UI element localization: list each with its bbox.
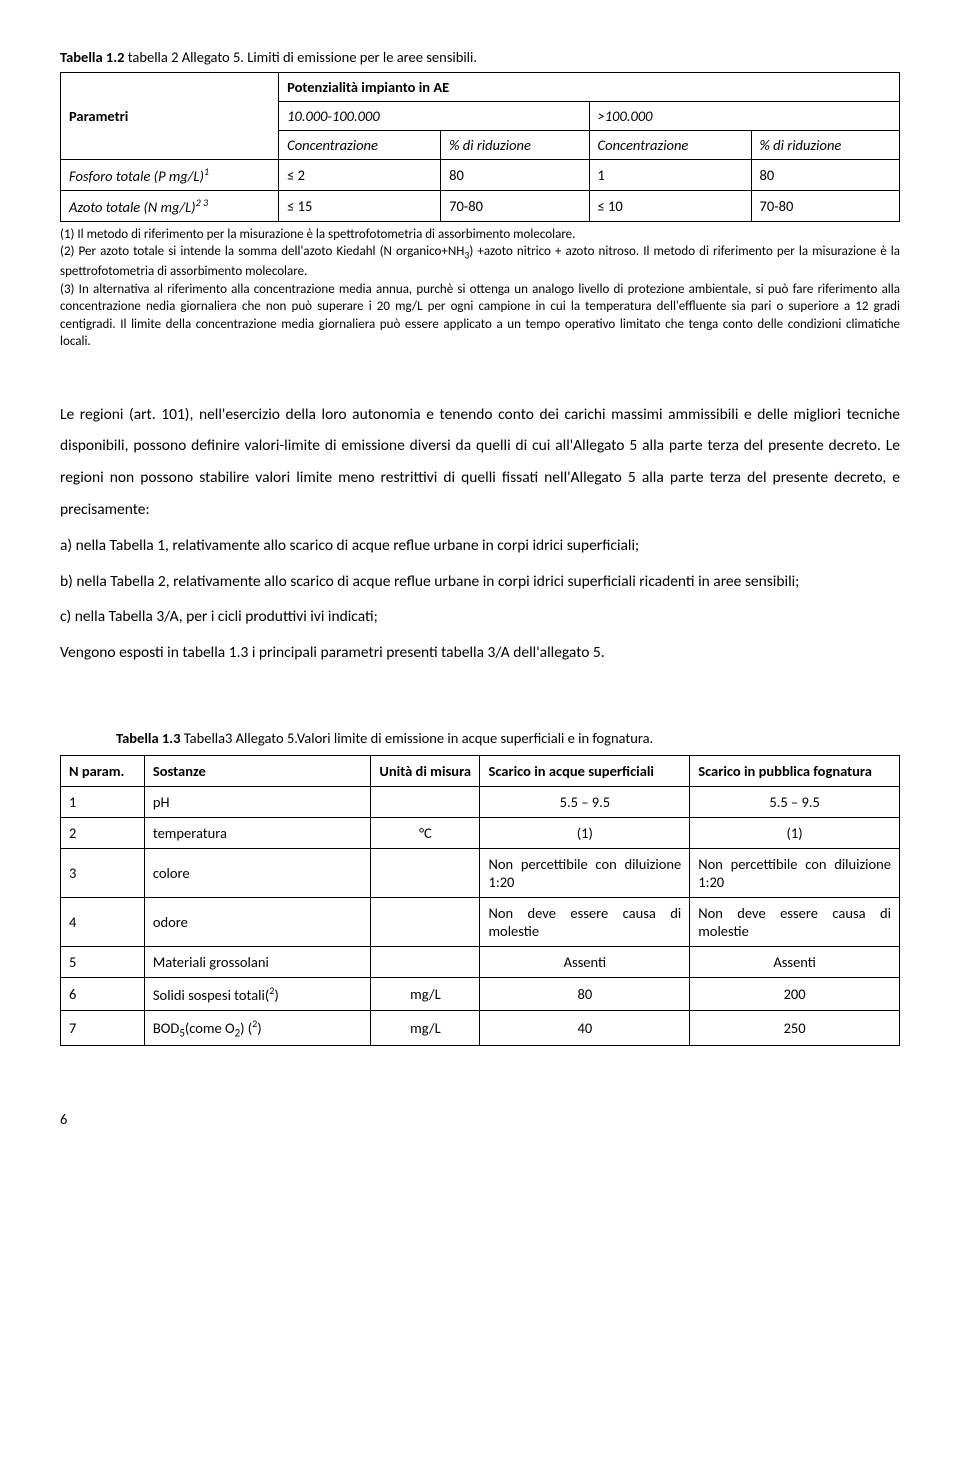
body-pa: a) nella Tabella 1, relativamente allo s… bbox=[60, 530, 900, 562]
table1-caption: Tabella 1.2 tabella 2 Allegato 5. Limiti… bbox=[60, 48, 900, 66]
table-row: 2 temperatura °C (1) (1) bbox=[61, 817, 900, 848]
table-row: 6 Solidi sospesi totali(2) mg/L 80 200 bbox=[61, 977, 900, 1010]
t2-h-n: N param. bbox=[69, 762, 124, 780]
table1: Parametri Potenzialità impianto in AE 10… bbox=[60, 72, 900, 222]
footnote-2: (2) Per azoto totale si intende la somma… bbox=[60, 243, 900, 280]
t1-range2: >100.000 bbox=[589, 102, 899, 131]
footnote-3: (3) In alternativa al riferimento alla c… bbox=[60, 281, 900, 351]
table2-caption: Tabella 1.3 Tabella3 Allegato 5.Valori l… bbox=[60, 729, 900, 747]
t1-sub-r2: % di riduzione bbox=[751, 131, 899, 160]
table-row: 7 BOD5(come O2) (2) mg/L 40 250 bbox=[61, 1010, 900, 1046]
page-number: 6 bbox=[60, 1110, 900, 1128]
t2-h-a: Scarico in acque superficiali bbox=[488, 762, 654, 780]
body-p1: Le regioni (art. 101), nell'esercizio de… bbox=[60, 399, 900, 526]
table2-caption-bold: Tabella 1.3 bbox=[116, 729, 180, 747]
table-row: 1 pH 5.5 – 9.5 5.5 – 9.5 bbox=[61, 786, 900, 817]
table1-footnotes: (1) Il metodo di riferimento per la misu… bbox=[60, 226, 900, 351]
t1-sub-c2: Concentrazione bbox=[589, 131, 751, 160]
body-pc: c) nella Tabella 3/A, per i cicli produt… bbox=[60, 601, 900, 633]
body-text: Le regioni (art. 101), nell'esercizio de… bbox=[60, 399, 900, 669]
table1-caption-rest: tabella 2 Allegato 5. Limiti di emission… bbox=[124, 48, 477, 66]
table-row: 5 Materiali grossolani Assenti Assenti bbox=[61, 946, 900, 977]
t1-range1: 10.000-100.000 bbox=[279, 102, 589, 131]
t1-sub-c1: Concentrazione bbox=[279, 131, 441, 160]
footnote-1: (1) Il metodo di riferimento per la misu… bbox=[60, 226, 900, 244]
table2-caption-rest: Tabella3 Allegato 5.Valori limite di emi… bbox=[180, 729, 653, 747]
t2-h-s: Sostanze bbox=[153, 762, 206, 780]
t1-h-param: Parametri bbox=[69, 107, 128, 125]
t2-h-f: Scarico in pubblica fognatura bbox=[698, 762, 872, 780]
table-row: Azoto totale (N mg/L)2 3 ≤ 15 70-80 ≤ 10… bbox=[61, 190, 900, 221]
t1-h-pot: Potenzialità impianto in AE bbox=[287, 78, 449, 96]
table2: N param. Sostanze Unità di misura Scaric… bbox=[60, 755, 900, 1047]
table1-caption-bold: Tabella 1.2 bbox=[60, 48, 124, 66]
table-row: 3 colore Non percettibile con diluizione… bbox=[61, 848, 900, 897]
body-pd: Vengono esposti in tabella 1.3 i princip… bbox=[60, 637, 900, 669]
table-row: Fosforo totale (P mg/L)1 ≤ 2 80 1 80 bbox=[61, 160, 900, 191]
t2-h-u: Unità di misura bbox=[379, 762, 471, 780]
table-row: 4 odore Non deve essere causa di molesti… bbox=[61, 897, 900, 946]
body-pb: b) nella Tabella 2, relativamente allo s… bbox=[60, 566, 900, 598]
t1-sub-r1: % di riduzione bbox=[441, 131, 589, 160]
